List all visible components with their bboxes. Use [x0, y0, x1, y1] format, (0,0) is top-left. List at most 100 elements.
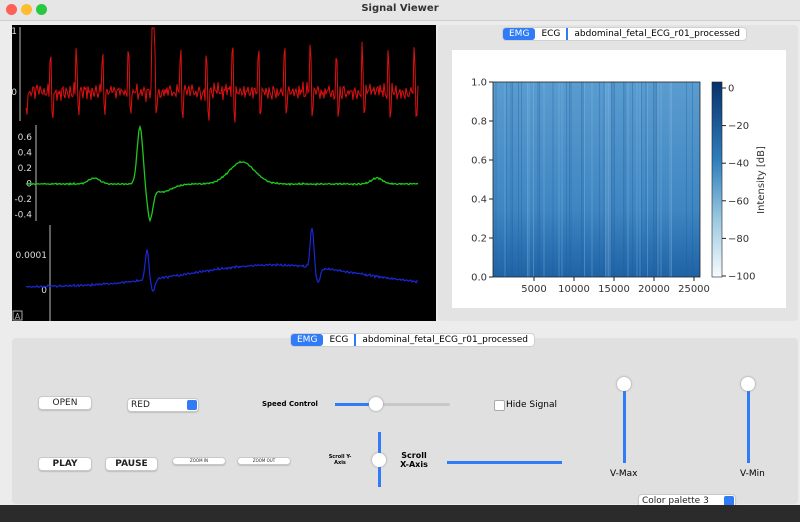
spectrogram: 0.0 0.2 0.4 0.6 0.8 1.0 5000 10000 15000 20000 250…: [452, 50, 786, 308]
spectrogram-streak: [504, 82, 506, 277]
select-arrow: [724, 496, 734, 506]
spectrogram-streak: [582, 82, 584, 277]
y-tick-label: 1: [12, 27, 17, 37]
spectrogram-streak: [552, 82, 554, 277]
slider-handle[interactable]: [741, 377, 755, 391]
scroll-x-slider[interactable]: [447, 461, 562, 464]
signal-plots: 1 0 0.6 0.4 0.2 0 -0.2 -0.4 0.0001 0 A: [12, 25, 436, 321]
spectrogram-streak: [537, 82, 539, 277]
tab[interactable]: EMG: [291, 334, 324, 346]
spectrogram-streak: [660, 82, 662, 277]
y-tick-label: 0.2: [471, 234, 487, 245]
y-tick-label: -0.2: [14, 195, 32, 205]
select-value: Color palette 3: [642, 496, 709, 506]
slider-handle[interactable]: [617, 377, 631, 391]
spectrogram-streak: [605, 82, 606, 277]
vmax-label: V-Max: [610, 469, 638, 479]
spectrogram-streak: [533, 82, 534, 277]
colorbar-label: Intensity [dB]: [756, 146, 767, 214]
blue-signal: [25, 227, 418, 292]
colorbar-tick-label: −20: [728, 121, 749, 132]
spectrogram-streak: [611, 82, 612, 277]
bottom-tabs: EMG ECG abdominal_fetal_ECG_r01_processe…: [290, 333, 536, 347]
zoom-button[interactable]: [36, 4, 47, 15]
hide-checkbox[interactable]: [494, 400, 505, 411]
y-tick-label: 0.2: [18, 164, 32, 174]
spectrogram-streak: [566, 82, 567, 277]
tab[interactable]: EMG: [503, 28, 536, 40]
plot-background: [12, 25, 436, 321]
hide-label: Hide Signal: [506, 400, 558, 410]
vmax-slider[interactable]: [617, 377, 631, 463]
spectrogram-streak: [606, 82, 608, 277]
green-signal: [25, 124, 419, 223]
spectrogram-streak: [506, 82, 507, 277]
spectrogram-streak: [671, 82, 672, 277]
speed-slider[interactable]: [335, 397, 450, 411]
spectrogram-streak: [612, 82, 614, 277]
spectrogram-streak: [599, 82, 600, 277]
zoom-out-button[interactable]: ZOOM OUT: [237, 457, 291, 465]
open-button[interactable]: OPEN: [38, 396, 92, 410]
spectrogram-streak: [656, 82, 657, 277]
desktop-edge: [0, 505, 800, 522]
spectrogram-streak: [645, 82, 647, 277]
spectrogram-streak: [512, 82, 513, 277]
close-button[interactable]: [6, 4, 17, 15]
spectrogram-streak: [653, 82, 654, 277]
x-tick-label: 15000: [598, 284, 630, 295]
y-tick-label: 0.6: [18, 133, 33, 143]
zoom-in-button[interactable]: ZOOM IN: [172, 457, 226, 465]
x-tick-label: 10000: [558, 284, 590, 295]
spectrogram-streak: [609, 82, 611, 277]
color-select[interactable]: RED: [127, 398, 199, 412]
top-tabs: EMG ECG abdominal_fetal_ECG_r01_processe…: [502, 27, 748, 41]
colorbar-tick-label: −60: [728, 196, 749, 207]
spectrogram-streak: [510, 82, 512, 277]
x-tick-label: 5000: [521, 284, 546, 295]
speed-label: Speed Control: [262, 400, 318, 408]
spectrogram-streak: [569, 82, 570, 277]
colorbar-tick-label: −40: [728, 159, 749, 170]
tab[interactable]: ECG: [329, 335, 349, 345]
spectrogram-streak: [539, 82, 540, 277]
slider-handle[interactable]: [372, 453, 386, 467]
scroll-x-label: Scroll X-Axis: [400, 451, 428, 469]
spectrogram-streak: [603, 82, 605, 277]
select-value: RED: [131, 400, 150, 410]
y-tick-label: 0.4: [471, 195, 487, 206]
play-button[interactable]: PLAY: [38, 457, 92, 471]
colorbar-tick-label: −80: [728, 234, 749, 245]
title-bar: Signal Viewer: [0, 0, 800, 21]
pause-button[interactable]: PAUSE: [105, 457, 158, 471]
spectrogram-streak: [543, 82, 545, 277]
spectrogram-streak: [584, 82, 585, 277]
tab[interactable]: abdominal_fetal_ECG_r01_processed: [354, 334, 534, 346]
y-tick-label: 0.0: [471, 273, 487, 284]
spectrogram-streak: [591, 82, 593, 277]
red-signal: [25, 27, 419, 123]
spectrogram-streak: [518, 82, 519, 277]
spectrogram-streak: [686, 82, 687, 277]
minimize-button[interactable]: [21, 4, 32, 15]
y-tick-label: 0.8: [471, 117, 487, 128]
spectrogram-streak: [521, 82, 522, 277]
scroll-y-label: Scroll Y-Axis: [328, 454, 352, 466]
slider-handle[interactable]: [369, 397, 383, 411]
spectrogram-streak: [581, 82, 582, 277]
tab[interactable]: abdominal_fetal_ECG_r01_processed: [566, 28, 746, 40]
spectrogram-streak: [623, 82, 624, 277]
vmin-slider[interactable]: [741, 377, 755, 463]
scroll-y-slider[interactable]: [372, 432, 386, 487]
spectrogram-streak: [614, 82, 615, 277]
spectrogram-image: [493, 82, 700, 277]
tab[interactable]: ECG: [541, 29, 561, 39]
control-panel: [12, 338, 798, 504]
spectrogram-streak: [647, 82, 648, 277]
corner-icon[interactable]: [12, 310, 23, 321]
spectrogram-streak: [641, 82, 642, 277]
spectrogram-streak: [632, 82, 633, 277]
y-tick-label: 0: [41, 286, 47, 296]
